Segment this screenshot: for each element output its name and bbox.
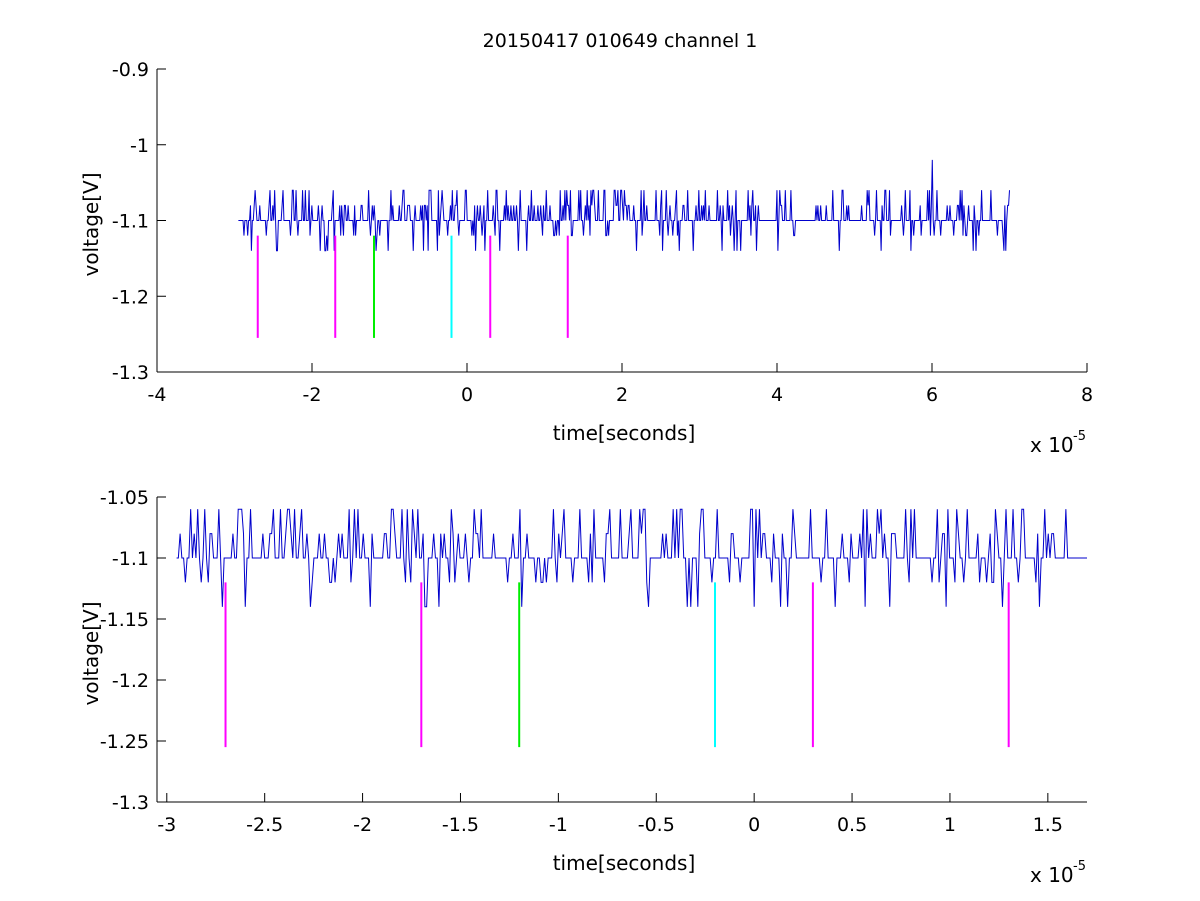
x-tick-label: 1 (944, 814, 956, 836)
x-multiplier-label: x 10 (1030, 433, 1074, 457)
y-tick-label: -1.1 (112, 211, 149, 233)
y-tick-label: -1.05 (100, 487, 149, 509)
bottom-plot: -3 -2.5 -2 -1.5 -1 -0.5 0 0.5 1 1.5 -1.3 -1.25 -1.2 -… (79, 487, 1087, 887)
y-tick-label: -1.2 (112, 670, 149, 692)
x-tick-label: -1.5 (442, 814, 479, 836)
y-tick-label: -1.2 (112, 286, 149, 308)
x-multiplier-label: x 10 (1030, 863, 1074, 887)
x-tick-label: -2 (303, 384, 322, 406)
y-tick-label: -1.25 (100, 731, 149, 753)
x-axis-label: time[seconds] (553, 421, 696, 445)
x-tick-label: -0.5 (638, 814, 675, 836)
x-tick-label: -1 (549, 814, 568, 836)
y-axis-label: voltage[V] (79, 172, 103, 276)
x-tick-label: -3 (157, 814, 176, 836)
x-tick-label: -2.5 (246, 814, 283, 836)
x-tick-label: 0 (461, 384, 473, 406)
x-tick-label: 2 (616, 384, 628, 406)
voltage-trace (176, 508, 1087, 608)
x-tick-label: -4 (148, 384, 167, 406)
x-tick-label: -2 (353, 814, 372, 836)
x-multiplier-exponent: -5 (1073, 429, 1086, 444)
y-tick-label: -1.3 (112, 362, 149, 384)
y-tick-label: -1.1 (112, 548, 149, 570)
x-tick-label: 8 (1081, 384, 1093, 406)
x-tick-label: 0 (748, 814, 760, 836)
y-tick-label: -0.9 (112, 59, 149, 81)
x-tick-label: 4 (771, 384, 783, 406)
x-tick-label: 0.5 (837, 814, 867, 836)
y-axis-label: voltage[V] (79, 601, 103, 705)
y-tick-label: -1.3 (112, 792, 149, 814)
x-tick-label: 6 (926, 384, 938, 406)
voltage-trace (238, 159, 1010, 252)
x-multiplier-exponent: -5 (1073, 859, 1086, 874)
y-tick-label: -1 (130, 135, 149, 157)
x-axis-label: time[seconds] (553, 851, 696, 875)
y-tick-label: -1.15 (100, 609, 149, 631)
top-plot: -4 -2 0 2 4 6 8 -1.3 -1.2 -1.1 -1 -0.9 time[seconds]… (79, 59, 1093, 457)
x-tick-label: 1.5 (1033, 814, 1063, 836)
figure-title: 20150417 010649 channel 1 (483, 30, 758, 52)
